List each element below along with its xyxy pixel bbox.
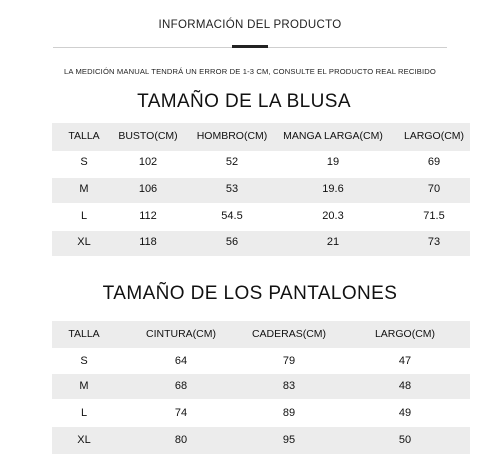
blouse-size-title: TAMAÑO DE LA BLUSA [137,91,351,112]
measurement-cell: 80 [174,434,188,446]
table-row-band [52,427,470,454]
column-header: BUSTO(CM) [118,130,178,142]
column-header: TALLA [68,328,100,340]
measurement-cell: 118 [139,236,157,248]
measurement-cell: 47 [398,355,412,367]
measurement-cell: 83 [282,380,296,392]
table-header-band [52,123,470,151]
table-row-band [52,178,470,203]
measurement-cell: 73 [427,236,441,248]
size-label-cell: S [80,355,88,367]
measurement-cell: 112 [139,210,157,222]
size-label-cell: L [80,210,88,222]
size-label-cell: M [79,183,89,195]
measurement-cell: 69 [427,156,441,168]
size-label-cell: S [80,156,88,168]
column-header: CADERAS(CM) [251,328,327,340]
table-row-band [52,374,470,399]
measurement-cell: 54.5 [221,210,243,222]
measurement-cell: 52 [225,156,239,168]
table-header-band [52,321,470,348]
size-label-cell: M [79,380,89,392]
measurement-cell: 19.6 [322,183,344,195]
measurement-cell: 19 [326,156,340,168]
size-label-cell: XL [77,236,91,248]
measurement-cell: 21 [326,236,340,248]
size-label-cell: L [80,407,88,419]
column-header: MANGA LARGA(CM) [283,130,383,142]
measurement-cell: 70 [427,183,441,195]
column-header: TALLA [68,130,100,142]
measurement-cell: 106 [138,183,158,195]
column-header: HOMBRO(CM) [196,130,268,142]
table-row-band [52,231,470,256]
measurement-cell: 74 [174,407,188,419]
measurement-cell: 89 [282,407,296,419]
measurement-cell: 49 [398,407,412,419]
measurement-cell: 56 [225,236,239,248]
column-header: LARGO(CM) [374,328,436,340]
measurement-cell: 64 [174,355,188,367]
measurement-cell: 95 [282,434,296,446]
measurement-notice: LA MEDICIÓN MANUAL TENDRÁ UN ERROR DE 1-… [64,67,436,76]
measurement-cell: 53 [225,183,239,195]
measurement-cell: 20.3 [322,210,344,222]
header-accent-bar [232,45,268,48]
column-header: LARGO(CM) [403,130,465,142]
measurement-cell: 68 [174,380,188,392]
measurement-cell: 48 [398,380,412,392]
measurement-cell: 102 [138,156,158,168]
size-label-cell: XL [77,434,91,446]
measurement-cell: 50 [398,434,412,446]
measurement-cell: 79 [282,355,296,367]
measurement-cell: 71.5 [423,210,445,222]
column-header: CINTURA(CM) [146,328,216,340]
header-title: INFORMACIÓN DEL PRODUCTO [158,19,342,31]
pants-size-title: TAMAÑO DE LOS PANTALONES [102,283,398,304]
